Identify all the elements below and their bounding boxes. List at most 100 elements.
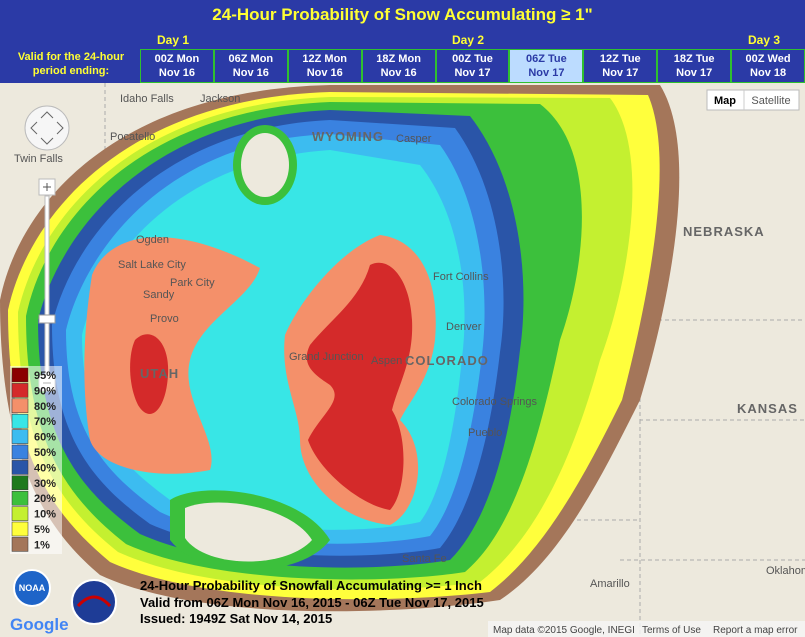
- tab-date: Nov 16: [158, 67, 195, 79]
- place-label: Salt Lake City: [118, 259, 186, 271]
- place-label: Provo: [150, 313, 179, 325]
- tab-date: Nov 18: [750, 67, 787, 79]
- legend-swatch: [11, 413, 29, 429]
- place-label: Casper: [396, 133, 432, 145]
- caption-line: 24-Hour Probability of Snowfall Accumula…: [140, 578, 482, 593]
- place-label: Pocatello: [110, 131, 155, 143]
- legend-label: 95%: [34, 370, 56, 382]
- attribution: Map data ©2015 Google, INEGI: [493, 625, 635, 636]
- plus: [43, 183, 51, 191]
- time-tab[interactable]: 12Z Mon Nov 16: [287, 49, 362, 83]
- time-tab[interactable]: 18Z Tue Nov 17: [657, 49, 732, 83]
- tab-time: 18Z Tue: [673, 53, 715, 65]
- tab-time: 12Z Mon: [302, 53, 348, 65]
- state-label: COLORADO: [405, 353, 489, 368]
- footer-bg: [488, 621, 805, 637]
- place-label: Twin Falls: [14, 153, 63, 165]
- zoom-handle[interactable]: [38, 314, 56, 324]
- tab-date: Nov 17: [676, 67, 713, 79]
- google-logo: Google: [10, 615, 69, 634]
- day-label: Day 1: [157, 33, 190, 47]
- map: Idaho Falls Jackson Pocatello Twin Falls…: [0, 83, 805, 637]
- legend-swatch: [11, 383, 29, 398]
- legend-label: 10%: [34, 509, 56, 521]
- tab-time: 00Z Tue: [452, 53, 493, 65]
- place-labels: Idaho Falls Jackson Pocatello Twin Falls…: [14, 93, 805, 590]
- tab-time: 06Z Tue: [526, 53, 567, 65]
- terms-link[interactable]: Terms of Use: [642, 625, 701, 636]
- legend-label: 90%: [34, 385, 56, 397]
- nws-logo: [71, 579, 117, 625]
- map-type-control[interactable]: Map Satellite: [706, 89, 800, 111]
- time-tab[interactable]: 18Z Mon Nov 16: [361, 49, 436, 83]
- time-tab[interactable]: 06Z Mon Nov 16: [213, 49, 288, 83]
- place-label: Jackson: [200, 93, 240, 105]
- caption-line: Issued: 1949Z Sat Nov 14, 2015: [140, 611, 332, 626]
- caption: 24-Hour Probability of Snowfall Accumula…: [140, 578, 484, 626]
- report-link[interactable]: Report a map error: [713, 625, 798, 636]
- caption-line: Valid from 06Z Mon Nov 16, 2015 - 06Z Tu…: [140, 595, 484, 610]
- legend-swatch: [11, 490, 29, 506]
- place-label: Santa Fe: [402, 553, 447, 565]
- place-label: Amarillo: [590, 578, 630, 590]
- place-label: Park City: [170, 277, 215, 289]
- day-label: Day 2: [452, 33, 485, 47]
- legend-swatch: [11, 444, 29, 460]
- nws-mark: [76, 595, 112, 608]
- legend-label: 50%: [34, 447, 56, 459]
- tab-time: 18Z Mon: [376, 53, 421, 65]
- time-tab[interactable]: 00Z Wed Nov 18: [731, 49, 805, 83]
- legend-label: 70%: [34, 416, 56, 428]
- time-tab[interactable]: 12Z Tue Nov 17: [583, 49, 658, 83]
- time-tab[interactable]: 06Z Tue Nov 17: [509, 49, 584, 83]
- tab-date: Nov 17: [454, 67, 491, 79]
- legend-swatch: [11, 398, 29, 414]
- tab-date: Nov 16: [380, 67, 417, 79]
- place-label: Sandy: [143, 289, 175, 301]
- tab-date: Nov 16: [306, 67, 343, 79]
- valid-label: Valid for the 24-hour period ending:: [17, 51, 125, 77]
- legend-label: 20%: [34, 493, 56, 505]
- tab-time: 06Z Mon: [228, 53, 274, 65]
- state-label: KANSAS: [737, 401, 798, 416]
- legend-label: 1%: [34, 539, 50, 551]
- state-label: NEBRASKA: [683, 224, 765, 239]
- legend-swatch: [11, 367, 29, 383]
- legend-swatch: [11, 506, 29, 521]
- legend-label: 5%: [34, 524, 50, 536]
- tab-time: 00Z Wed: [745, 53, 791, 65]
- legend-label: 60%: [34, 432, 56, 444]
- legend-label: 30%: [34, 478, 56, 490]
- place-label: Grand Junction: [289, 351, 364, 363]
- legend-swatch: [11, 429, 29, 444]
- place-label: Fort Collins: [433, 271, 489, 283]
- day-label: Day 3: [748, 33, 781, 47]
- map-button[interactable]: Map: [714, 95, 736, 107]
- time-tab[interactable]: 00Z Mon Nov 16: [140, 49, 214, 83]
- legend-swatch: [11, 460, 29, 475]
- time-tab[interactable]: 00Z Tue Nov 17: [435, 49, 510, 83]
- place-label: Oklahoma: [766, 565, 805, 577]
- legend-swatch: [11, 475, 29, 491]
- contours: [0, 85, 680, 612]
- place-label: Colorado Springs: [452, 396, 537, 408]
- pan-control[interactable]: [24, 105, 70, 151]
- tab-time: 00Z Mon: [154, 53, 200, 65]
- place-label: Aspen: [371, 355, 402, 367]
- noaa-text: NOAA: [19, 583, 46, 593]
- state-label: WYOMING: [312, 129, 384, 144]
- place-label: Pueblo: [468, 427, 502, 439]
- state-label: UTAH: [140, 366, 179, 381]
- tabs: 00Z Mon Nov 16 06Z Mon Nov 16 12Z Mon Nov 16 1…: [140, 49, 805, 83]
- logos: NOAA Google: [10, 569, 117, 634]
- legend-swatch: [11, 521, 29, 537]
- legend-swatch: [11, 537, 29, 552]
- satellite-button[interactable]: Satellite: [751, 95, 790, 107]
- tab-date: Nov 17: [602, 67, 639, 79]
- pan-arrows: [30, 111, 64, 145]
- noaa-logo: [13, 569, 51, 607]
- tab-date: Nov 17: [528, 67, 565, 79]
- legend-label: 80%: [34, 401, 56, 413]
- title: 24-Hour Probability of Snow Accumulating…: [212, 5, 593, 24]
